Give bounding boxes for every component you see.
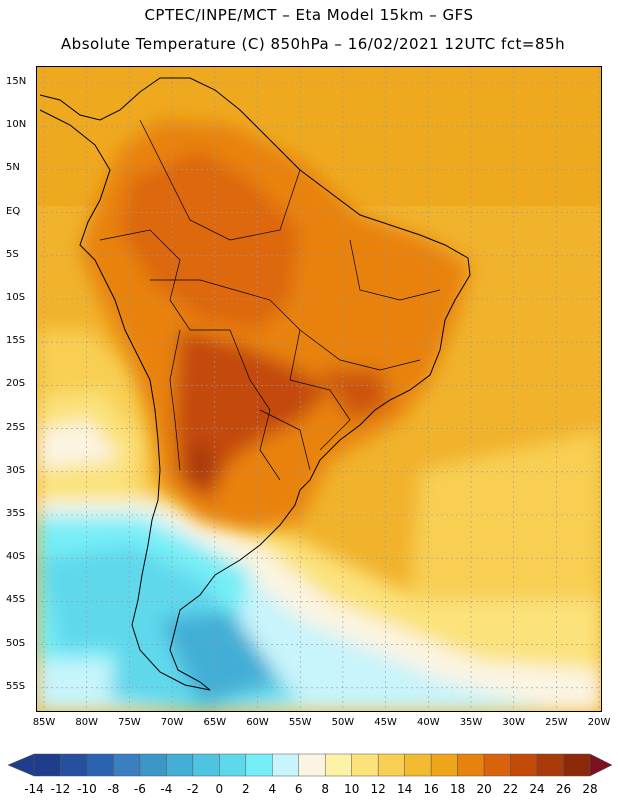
lon-label: 65W	[203, 717, 227, 728]
colorbar-tick-label: 16	[423, 782, 439, 796]
colorbar-tick-label: 6	[294, 782, 303, 796]
graticule	[36, 66, 602, 712]
lon-label: 25W	[545, 717, 568, 728]
colorbar-tick-label: 14	[397, 782, 413, 796]
colorbar-tick-label: 8	[321, 782, 330, 796]
colorbar-swatch	[536, 753, 564, 777]
colorbar-tick-label: 20	[476, 782, 492, 796]
lon-label: 55W	[288, 717, 312, 728]
colorbar-swatch	[192, 753, 220, 777]
country-borders	[99, 119, 441, 481]
colorbar-tick-label: -12	[50, 782, 71, 796]
lat-label: 20S	[6, 378, 26, 390]
lat-label: 55S	[6, 680, 26, 692]
lon-label: 30W	[502, 717, 525, 728]
colorbar-tick-label: -14	[24, 782, 44, 796]
lat-label: 5S	[6, 248, 19, 260]
colorbar-swatch	[139, 753, 167, 777]
lon-label: 45W	[374, 717, 397, 728]
colorbar-tick-label: 18	[449, 782, 466, 796]
colorbar-swatch	[86, 753, 114, 777]
colorbar-swatch	[272, 753, 300, 777]
colorbar-swatch	[245, 753, 273, 777]
lat-label: 25S	[6, 421, 26, 433]
colorbar-swatch	[298, 753, 326, 777]
lon-label: 80W	[75, 717, 98, 728]
colorbar-swatch	[563, 753, 591, 777]
lon-label: 50W	[331, 717, 355, 728]
colorbar-high-extend	[589, 753, 613, 777]
colorbar-swatch	[351, 753, 379, 777]
lat-label: 50S	[6, 637, 26, 649]
colorbar	[7, 753, 613, 777]
colorbar-tick-label: 28	[582, 782, 598, 796]
colorbar-tick-label: 12	[370, 782, 386, 796]
lat-label: 40S	[6, 551, 26, 563]
lon-label: 60W	[246, 717, 269, 728]
lon-label: 40W	[416, 717, 440, 728]
colorbar-tick-label: 0	[215, 782, 224, 796]
colorbar-tick-label: 2	[241, 782, 250, 796]
colorbar-tick-label: -10	[77, 782, 97, 796]
colorbar-tick-label: -2	[186, 782, 199, 796]
lat-label: 10N	[6, 119, 27, 131]
colorbar-swatch	[60, 753, 88, 777]
lon-label: 85W	[32, 717, 56, 728]
lon-label: 35W	[459, 717, 483, 728]
colorbar-tick-label: 22	[502, 782, 519, 796]
chart-title-line2: Absolute Temperature (C) 850hPa – 16/02/…	[60, 35, 566, 53]
colorbar-swatch	[483, 753, 511, 777]
colorbar-swatch	[166, 753, 194, 777]
lat-label: 35S	[6, 508, 26, 519]
lat-label: 5N	[6, 162, 20, 174]
colorbar-swatch	[430, 753, 458, 777]
lat-label: 45S	[6, 594, 26, 606]
colorbar-tick-label: 4	[268, 782, 277, 796]
lat-label: 15N	[6, 76, 27, 87]
coastline	[39, 77, 471, 691]
colorbar-tick-label: -4	[160, 782, 173, 796]
lon-label: 75W	[118, 717, 141, 728]
colorbar-swatch	[457, 753, 485, 777]
colorbar-swatch	[404, 753, 432, 777]
lat-label: 15S	[6, 335, 26, 347]
colorbar-swatch	[219, 753, 247, 777]
colorbar-tick-label: 26	[555, 782, 572, 796]
colorbar-low-extend	[7, 753, 35, 777]
lon-label: 20W	[587, 717, 611, 728]
colorbar-swatch	[510, 753, 538, 777]
colorbar-tick-label: -8	[107, 782, 120, 796]
lat-label: EQ	[6, 205, 21, 217]
colorbar-swatch	[377, 753, 405, 777]
lat-label: 10S	[6, 292, 26, 303]
colorbar-tick-label: 24	[529, 782, 545, 796]
colorbar-swatch	[33, 753, 61, 777]
temperature-field	[36, 66, 602, 712]
lon-label: 70W	[160, 717, 184, 728]
colorbar-tick-label: -6	[133, 782, 146, 796]
colorbar-tick-label: 10	[344, 782, 360, 796]
colorbar-swatch	[324, 753, 352, 777]
colorbar-swatch	[113, 753, 141, 777]
chart-title-line1: CPTEC/INPE/MCT – Eta Model 15km – GFS	[144, 6, 474, 24]
lat-label: 30S	[6, 464, 26, 476]
